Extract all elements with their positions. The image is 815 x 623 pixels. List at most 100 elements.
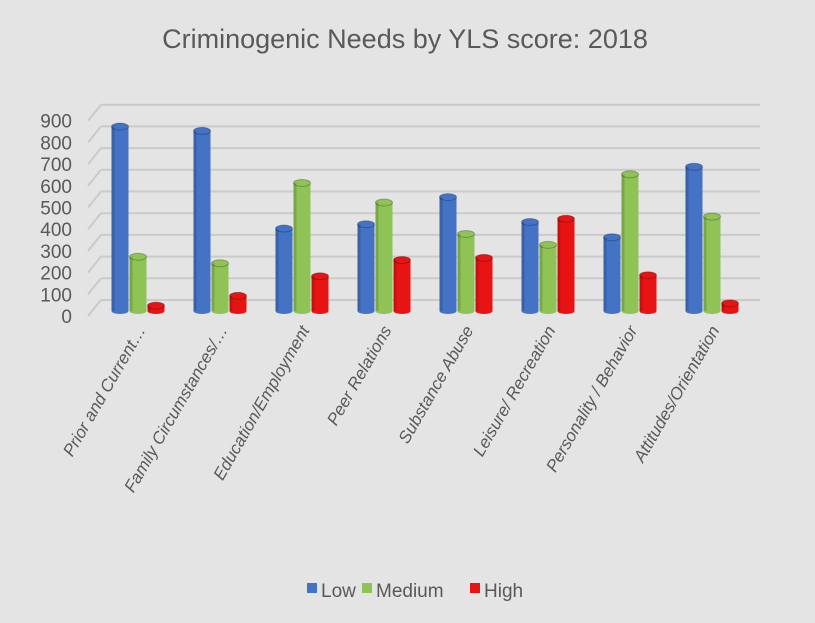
- gridline-depth: [87, 255, 102, 274]
- bar-body: [111, 126, 129, 311]
- bar-top: [393, 256, 411, 265]
- bar-shade: [475, 257, 479, 311]
- x-tick-label: Personality / Behavior: [542, 321, 642, 475]
- bar: [521, 218, 539, 314]
- bar-top: [557, 214, 575, 223]
- legend-label: Medium: [376, 581, 444, 602]
- bar-top: [639, 271, 657, 280]
- gridline-depth: [87, 104, 102, 122]
- bar-body: [539, 244, 557, 311]
- bar-base: [393, 308, 411, 314]
- bar: [603, 233, 621, 314]
- bar: [147, 301, 165, 314]
- bar-shade: [639, 275, 643, 311]
- bar-shade: [539, 244, 543, 311]
- bar-top: [147, 301, 165, 310]
- x-tick-label: Substance Abuse: [395, 323, 478, 447]
- legend-swatch: [362, 583, 372, 593]
- bar-top: [439, 193, 457, 202]
- bar-top: [539, 240, 557, 249]
- bar-body: [211, 263, 229, 311]
- bar: [621, 170, 639, 314]
- y-tick-label: 500: [40, 199, 72, 220]
- bar-base: [621, 308, 639, 314]
- gridline-depth: [87, 147, 102, 165]
- bar-base: [111, 308, 129, 314]
- legend-swatch: [470, 583, 480, 593]
- bar-base: [457, 308, 475, 314]
- bar-shade: [457, 233, 461, 311]
- bar-shade: [229, 295, 233, 311]
- bar: [275, 224, 293, 314]
- bar-base: [685, 308, 703, 314]
- bar-base: [375, 308, 393, 314]
- bar-top: [129, 252, 147, 261]
- bar-base: [721, 308, 739, 314]
- chart-title: Criminogenic Needs by YLS score: 2018: [162, 24, 648, 54]
- x-tick-label: Attitudes/Orientation: [629, 323, 723, 467]
- y-tick-label: 300: [40, 242, 72, 263]
- bar-body: [557, 218, 575, 311]
- x-tick-label: Education/Employment: [210, 321, 315, 483]
- bar-body: [193, 130, 211, 311]
- y-tick-label: 0: [61, 307, 72, 328]
- bar-shade: [111, 126, 115, 311]
- bar: [457, 229, 475, 314]
- bar: [393, 256, 411, 314]
- bar: [539, 240, 557, 314]
- bar-top: [375, 198, 393, 207]
- bar-shade: [357, 224, 361, 311]
- bar-shade: [557, 218, 561, 311]
- bar-base: [357, 308, 375, 314]
- bar: [721, 299, 739, 314]
- gridline-depth: [87, 277, 102, 295]
- bar-base: [603, 308, 621, 314]
- bar-shade: [375, 202, 379, 311]
- y-tick-label: 600: [40, 177, 72, 198]
- bar: [703, 212, 721, 314]
- bar-body: [685, 166, 703, 311]
- bar: [439, 193, 457, 314]
- y-tick-label: 200: [40, 264, 72, 285]
- x-tick-label: Peer Relations: [323, 322, 395, 428]
- bar-body: [721, 303, 739, 311]
- gridline-depth: [87, 234, 102, 252]
- bar-shade: [603, 237, 607, 311]
- bar-base: [475, 308, 493, 314]
- bar-shade: [621, 174, 625, 311]
- y-tick-label: 800: [40, 133, 72, 154]
- bar-body: [393, 260, 411, 311]
- bar-body: [357, 224, 375, 311]
- bar-body: [457, 233, 475, 311]
- bar-shade: [311, 276, 315, 311]
- bar-body: [703, 216, 721, 311]
- y-tick-label: 100: [40, 285, 72, 306]
- bar: [293, 178, 311, 314]
- bar-shade: [685, 166, 689, 311]
- bar-shade: [193, 130, 197, 311]
- bar-base: [703, 308, 721, 314]
- bar-top: [685, 162, 703, 171]
- bar-top: [111, 122, 129, 131]
- bar: [193, 126, 211, 314]
- bar-shade: [293, 182, 297, 311]
- bar: [685, 162, 703, 314]
- bar-top: [211, 259, 229, 268]
- bar-body: [439, 197, 457, 311]
- bar-base: [129, 308, 147, 314]
- bar-base: [539, 308, 557, 314]
- bar-body: [375, 202, 393, 311]
- bar-body: [311, 276, 329, 311]
- y-tick-label: 400: [40, 220, 72, 241]
- bar-body: [639, 275, 657, 311]
- bar-shade: [129, 256, 133, 311]
- bar-top: [311, 272, 329, 281]
- legend-swatch: [307, 583, 317, 593]
- gridline-depth: [87, 299, 102, 317]
- bar: [111, 122, 129, 314]
- bar-shade: [521, 222, 525, 311]
- bar-shade: [211, 263, 215, 311]
- y-tick-label: 900: [40, 112, 72, 133]
- bar-base: [193, 308, 211, 314]
